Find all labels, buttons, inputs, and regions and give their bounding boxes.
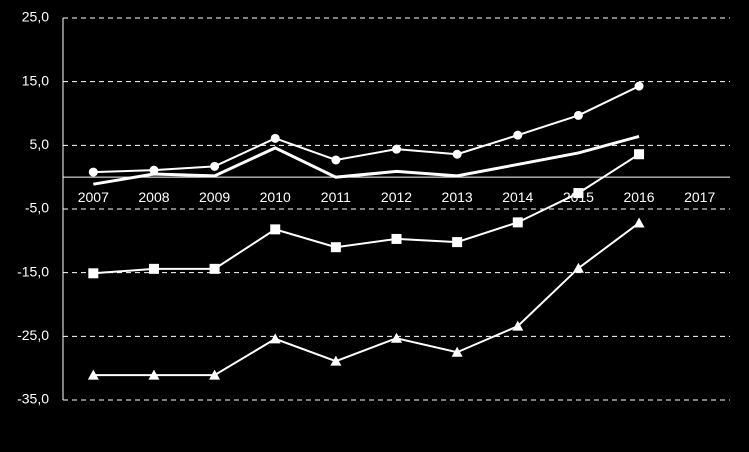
x-tick-label: 2008	[138, 189, 169, 205]
marker	[209, 369, 221, 380]
marker	[512, 320, 524, 331]
marker	[331, 155, 341, 165]
marker	[149, 165, 159, 175]
y-tick-label: -25,0	[17, 327, 49, 343]
marker	[391, 233, 402, 244]
y-tick-label: 15,0	[22, 72, 49, 88]
marker	[330, 242, 341, 253]
marker	[209, 263, 220, 274]
marker	[88, 167, 98, 177]
marker	[634, 149, 645, 160]
x-tick-label: 2007	[78, 189, 109, 205]
marker	[573, 188, 584, 199]
x-tick-label: 2016	[623, 189, 654, 205]
marker	[452, 237, 463, 248]
x-tick-label: 2014	[502, 189, 533, 205]
x-tick-label: 2012	[381, 189, 412, 205]
marker	[452, 149, 462, 159]
marker	[148, 369, 160, 380]
x-tick-label: 2010	[260, 189, 291, 205]
y-tick-label: -5,0	[25, 200, 49, 216]
y-tick-label: -35,0	[17, 391, 49, 407]
marker	[573, 110, 583, 120]
x-tick-label: 2009	[199, 189, 230, 205]
marker	[87, 369, 99, 380]
marker	[270, 224, 281, 235]
marker	[633, 217, 645, 228]
marker	[572, 262, 584, 273]
x-tick-label: 2013	[442, 189, 473, 205]
marker	[210, 161, 220, 171]
x-tick-label: 2017	[684, 189, 715, 205]
marker	[330, 355, 342, 366]
marker	[270, 133, 280, 143]
series-line	[93, 153, 640, 275]
series-line	[93, 134, 640, 186]
marker	[512, 217, 523, 228]
series-line	[93, 222, 640, 377]
y-tick-label: 5,0	[30, 136, 50, 152]
y-tick-label: 25,0	[22, 9, 49, 25]
marker	[148, 263, 159, 274]
marker	[513, 130, 523, 140]
marker	[88, 268, 99, 279]
marker	[634, 81, 644, 91]
marker	[269, 333, 281, 344]
x-tick-label: 2011	[321, 189, 351, 205]
marker	[391, 332, 402, 343]
y-tick-label: -15,0	[17, 263, 49, 279]
series-line	[93, 85, 640, 174]
marker	[451, 346, 463, 357]
marker	[392, 144, 401, 154]
